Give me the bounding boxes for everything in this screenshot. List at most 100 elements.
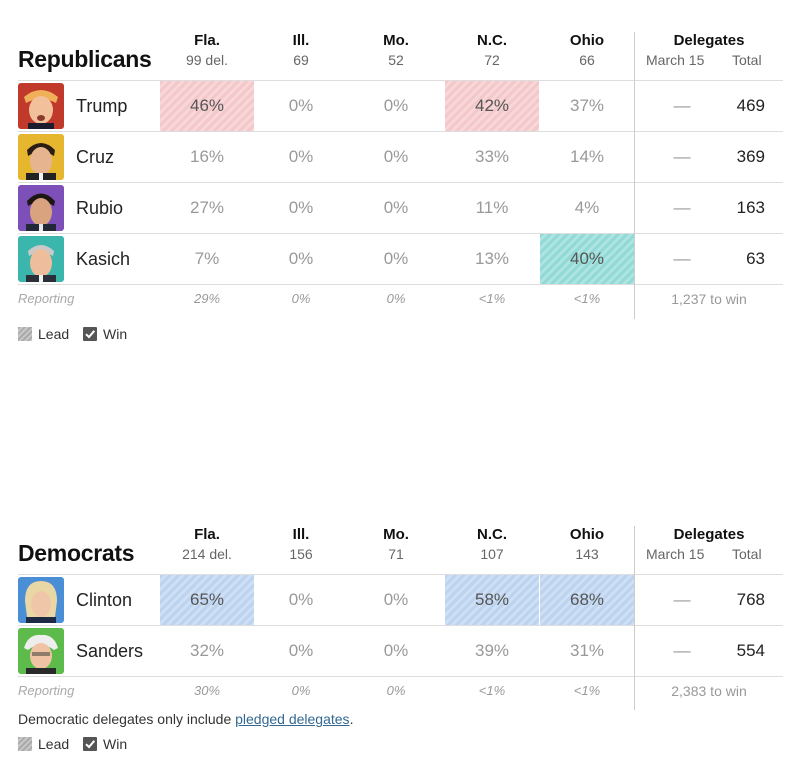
reporting-row: Reporting 29% 0% 0% <1% <1% 1,237 to win — [18, 285, 783, 311]
party-title: Republicans — [18, 46, 152, 72]
result-cell-ohio: 31% — [569, 641, 605, 660]
result-cell-mo: 0% — [383, 590, 409, 609]
result-cell-ill: 0% — [288, 96, 314, 115]
reporting-ill: 0% — [291, 683, 311, 698]
party-title: Democrats — [18, 540, 135, 566]
state-header-ill: Ill. 156 — [289, 526, 313, 562]
result-cell-mo: 0% — [383, 641, 409, 660]
candidate-name: Cruz — [76, 147, 115, 167]
state-header-ohio: Ohio 143 — [569, 526, 605, 562]
legend-lead-label: Lead — [38, 326, 70, 342]
candidate-name: Trump — [76, 96, 128, 116]
table-header: Democrats Fla. 214 del. Ill. 156 Mo. 71 … — [18, 522, 783, 575]
result-cell-mo: 0% — [383, 96, 409, 115]
democratic-results-table: Democrats Fla. 214 del. Ill. 156 Mo. 71 … — [18, 522, 783, 752]
candidate-name: Sanders — [76, 641, 144, 661]
result-cell-ohio: 37% — [569, 96, 605, 115]
total-delegates: 554 — [736, 641, 765, 660]
reporting-ohio: <1% — [573, 291, 601, 306]
total-header: Total — [732, 546, 762, 562]
pledged-delegates-link[interactable]: pledged delegates — [235, 711, 350, 727]
march-15-delegates: — — [673, 249, 691, 268]
reporting-row: Reporting 30% 0% 0% <1% <1% 2,383 to win — [18, 677, 783, 703]
column-divider — [634, 526, 635, 710]
table-row[interactable]: Kasich 7% 0% 0% 13% 40% — 63 — [18, 234, 783, 285]
result-cell-ohio: 14% — [569, 147, 605, 166]
result-cell-fla: 65% — [160, 575, 254, 625]
march-15-delegates: — — [673, 590, 691, 609]
result-cell-mo: 0% — [383, 249, 409, 268]
march-15-delegates: — — [673, 147, 691, 166]
reporting-label: Reporting — [18, 291, 75, 306]
state-header-fla: Fla. 99 del. — [185, 32, 229, 68]
candidate-name: Clinton — [76, 590, 133, 610]
result-cell-ohio: 4% — [574, 198, 600, 217]
candidate-photo-cruz — [18, 134, 64, 180]
result-cell-fla: 7% — [194, 249, 220, 268]
reporting-fla: 30% — [193, 683, 221, 698]
reporting-nc: <1% — [478, 683, 506, 698]
result-cell-ill: 0% — [288, 198, 314, 217]
table-row[interactable]: Clinton 65% 0% 0% 58% 68% — 768 — [18, 575, 783, 626]
state-header-nc: N.C. 72 — [477, 32, 507, 68]
table-header: Republicans Fla. 99 del. Ill. 69 Mo. 52 … — [18, 28, 783, 81]
total-delegates: 163 — [736, 198, 765, 217]
total-delegates: 369 — [736, 147, 765, 166]
reporting-mo: 0% — [386, 291, 406, 306]
reporting-ohio: <1% — [573, 683, 601, 698]
total-header: Total — [732, 52, 762, 68]
state-header-fla: Fla. 214 del. — [182, 526, 232, 562]
delegates-to-win: 1,237 to win — [671, 291, 747, 307]
result-cell-fla: 27% — [189, 198, 225, 217]
legend-win-label: Win — [103, 326, 128, 342]
reporting-label: Reporting — [18, 683, 75, 698]
result-cell-nc: 13% — [474, 249, 510, 268]
march-15-delegates: — — [673, 641, 691, 660]
reporting-fla: 29% — [193, 291, 221, 306]
checkmark-icon — [83, 327, 97, 341]
candidate-name: Rubio — [76, 198, 124, 218]
lead-swatch-icon — [18, 737, 32, 751]
reporting-ill: 0% — [291, 291, 311, 306]
result-cell-nc: 58% — [445, 575, 539, 625]
checkmark-icon — [83, 737, 97, 751]
result-cell-mo: 0% — [383, 198, 409, 217]
lead-swatch-icon — [18, 327, 32, 341]
result-cell-nc: 33% — [474, 147, 510, 166]
column-divider — [634, 32, 635, 319]
candidate-name: Kasich — [76, 249, 131, 269]
delegates-to-win: 2,383 to win — [671, 683, 747, 699]
candidate-photo-kasich — [18, 236, 64, 282]
march-15-delegates: — — [673, 198, 691, 217]
result-cell-ohio: 40% — [540, 234, 634, 284]
state-header-nc: N.C. 107 — [477, 526, 507, 562]
total-delegates: 469 — [736, 96, 765, 115]
march-15-delegates: — — [673, 96, 691, 115]
table-row[interactable]: Trump 46% 0% 0% 42% 37% — 469 — [18, 81, 783, 132]
legend-lead-label: Lead — [38, 736, 70, 752]
result-cell-nc: 11% — [475, 198, 509, 217]
result-cell-ill: 0% — [288, 249, 314, 268]
state-header-mo: Mo. 71 — [383, 526, 409, 562]
candidate-photo-trump — [18, 83, 64, 129]
result-cell-fla: 46% — [160, 81, 254, 131]
total-delegates: 63 — [746, 249, 765, 268]
candidate-photo-sanders — [18, 628, 64, 674]
march-15-header: March 15 — [646, 546, 705, 562]
table-row[interactable]: Rubio 27% 0% 0% 11% 4% — 163 — [18, 183, 783, 234]
state-header-ill: Ill. 69 — [292, 32, 310, 68]
table-row[interactable]: Cruz 16% 0% 0% 33% 14% — 369 — [18, 132, 783, 183]
reporting-mo: 0% — [386, 683, 406, 698]
result-cell-nc: 42% — [445, 81, 539, 131]
reporting-nc: <1% — [478, 291, 506, 306]
table-row[interactable]: Sanders 32% 0% 0% 39% 31% — 554 — [18, 626, 783, 677]
result-cell-ohio: 68% — [540, 575, 634, 625]
result-cell-ill: 0% — [288, 590, 314, 609]
delegates-header: Delegates — [673, 526, 745, 543]
result-cell-ill: 0% — [288, 641, 314, 660]
legend-win-label: Win — [103, 736, 128, 752]
state-header-mo: Mo. 52 — [383, 32, 409, 68]
republican-results-table: Republicans Fla. 99 del. Ill. 69 Mo. 52 … — [18, 28, 783, 342]
result-cell-fla: 16% — [189, 147, 225, 166]
result-cell-fla: 32% — [189, 641, 225, 660]
